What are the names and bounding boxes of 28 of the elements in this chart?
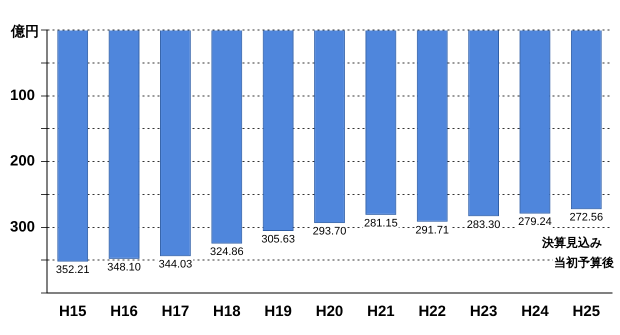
data-label: 324.86 bbox=[210, 246, 244, 258]
data-label: 279.24 bbox=[518, 216, 552, 228]
x-tick-label: H19 bbox=[264, 303, 292, 320]
x-tick-label: H21 bbox=[367, 303, 395, 320]
x-tick-label: H17 bbox=[162, 303, 190, 320]
data-label: 272.56 bbox=[569, 212, 604, 224]
y-tick-label: 300 bbox=[10, 218, 36, 236]
x-tick-label: H23 bbox=[470, 303, 498, 320]
data-label: 352.21 bbox=[56, 264, 90, 276]
data-label: 305.63 bbox=[261, 233, 295, 246]
data-label: 291.71 bbox=[415, 224, 450, 236]
y-axis-title: 億円 bbox=[10, 22, 40, 39]
x-tick-label: H22 bbox=[418, 303, 446, 320]
x-tick-label: H15 bbox=[58, 303, 86, 320]
annotation: 当初予算後 bbox=[554, 255, 614, 270]
x-tick-label: H16 bbox=[110, 303, 138, 320]
y-tick-label: 200 bbox=[10, 152, 36, 170]
data-label: 344.03 bbox=[158, 258, 192, 271]
annotation: 決算見込み bbox=[541, 235, 602, 250]
x-tick-label: H20 bbox=[316, 303, 344, 320]
data-label: 348.10 bbox=[107, 261, 141, 274]
data-label: 283.30 bbox=[466, 218, 500, 231]
x-tick-label: H18 bbox=[213, 303, 241, 320]
y-tick-label: 100 bbox=[10, 86, 36, 104]
data-label: 281.15 bbox=[364, 217, 398, 230]
x-tick-label: H24 bbox=[521, 303, 550, 320]
x-tick-label: H25 bbox=[572, 303, 600, 320]
data-label: 293.70 bbox=[312, 226, 346, 238]
